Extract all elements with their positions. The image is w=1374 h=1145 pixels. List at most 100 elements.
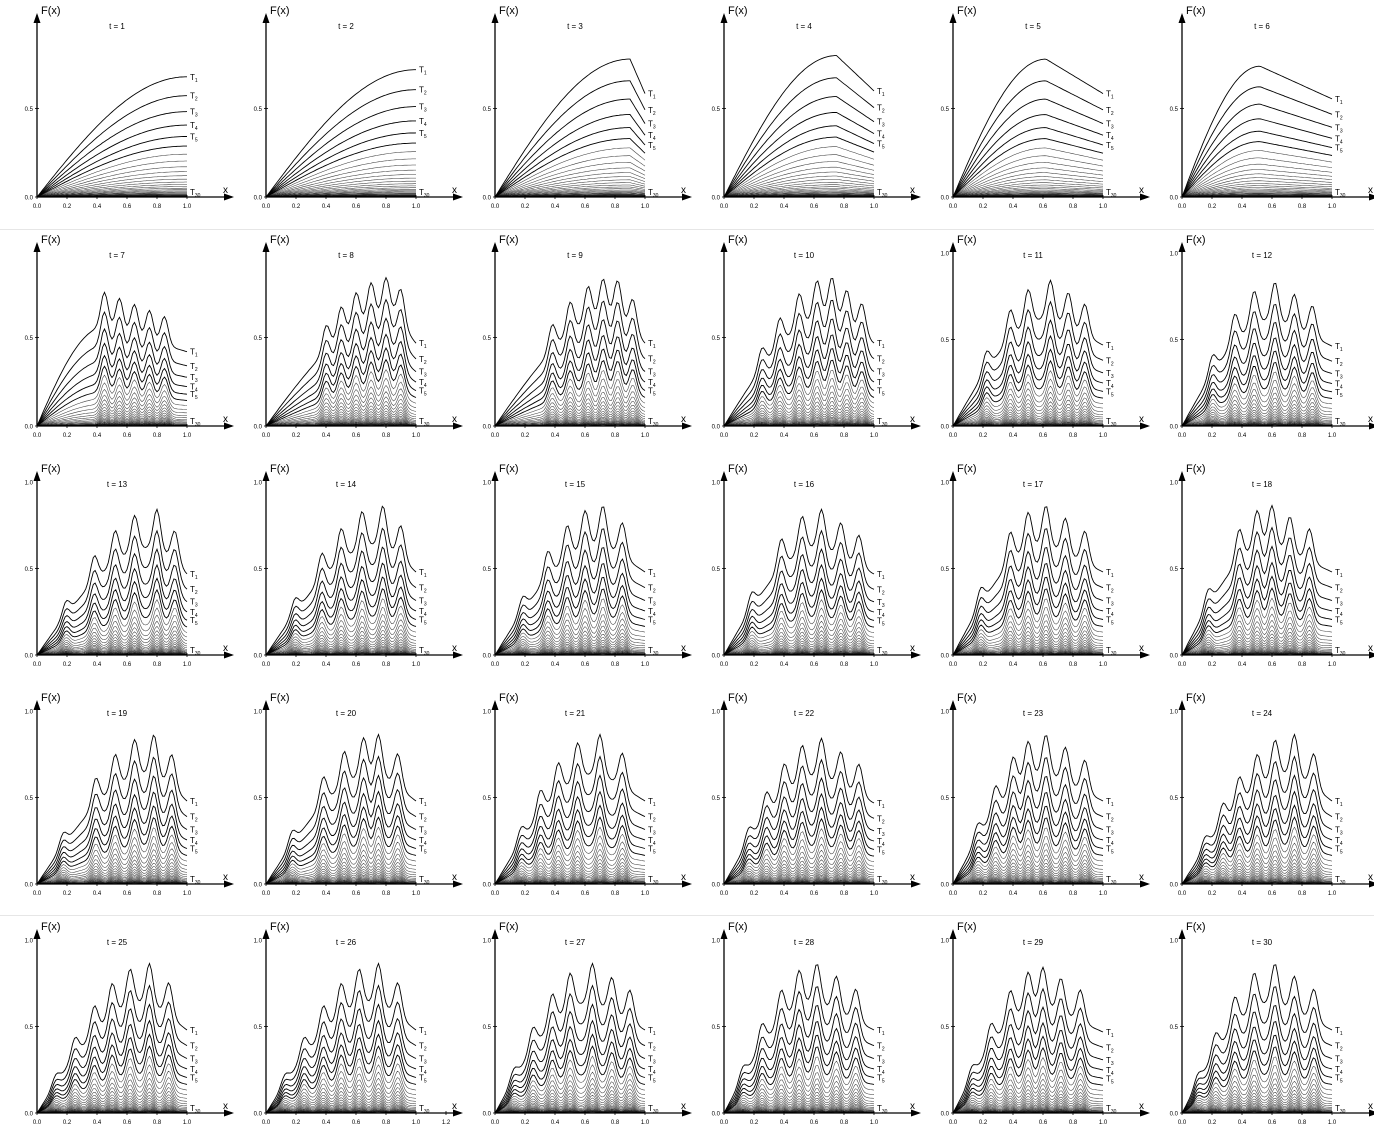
x-tick-label: 0.6 bbox=[123, 891, 132, 897]
curve-T14 bbox=[494, 1094, 646, 1114]
y-tick-label: 0.0 bbox=[254, 1112, 263, 1118]
series-label: T2 bbox=[419, 813, 427, 824]
x-tick-label: 0.8 bbox=[382, 204, 391, 210]
x-tick-label: 0.6 bbox=[581, 433, 590, 439]
curve-T9 bbox=[952, 385, 1104, 427]
curve-T10 bbox=[723, 391, 875, 427]
y-axis-label: F(x) bbox=[728, 234, 748, 246]
series-label: T4 bbox=[648, 378, 656, 389]
y-tick-label: 0.5 bbox=[483, 567, 492, 573]
series-label: T30 bbox=[419, 646, 430, 657]
x-tick-label: 0.8 bbox=[382, 662, 391, 668]
curve-T1 bbox=[265, 505, 417, 656]
curve-T3 bbox=[952, 319, 1104, 427]
series-label: T30 bbox=[877, 646, 888, 657]
curve-T5 bbox=[265, 132, 417, 198]
x-tick-label: 0.0 bbox=[720, 662, 729, 668]
series-label: T1 bbox=[1335, 797, 1343, 808]
y-axis-arrowhead bbox=[949, 471, 957, 481]
curve-T16 bbox=[36, 642, 188, 656]
curve-T6 bbox=[723, 817, 875, 885]
curve-T17 bbox=[36, 416, 187, 427]
curve-T11 bbox=[36, 1083, 188, 1114]
curve-T17 bbox=[952, 1102, 1103, 1114]
series-label: T2 bbox=[648, 813, 656, 824]
series-label: T30 bbox=[1106, 417, 1117, 428]
series-label: T30 bbox=[419, 417, 430, 428]
curve-T4 bbox=[494, 790, 646, 885]
series-label: T4 bbox=[877, 608, 885, 619]
curve-T16 bbox=[723, 413, 875, 427]
y-axis-label: F(x) bbox=[1186, 5, 1206, 17]
curve-T4 bbox=[494, 1019, 646, 1114]
x-tick-label: 0.4 bbox=[1009, 891, 1018, 897]
curve-T1 bbox=[36, 507, 188, 656]
curve-T1 bbox=[1181, 964, 1333, 1114]
x-tick-label: 0.0 bbox=[949, 1120, 958, 1126]
x-tick-label: 0.4 bbox=[780, 433, 789, 439]
curve-T12 bbox=[1181, 858, 1333, 885]
y-tick-label: 1.0 bbox=[941, 481, 950, 487]
curve-T10 bbox=[952, 391, 1104, 427]
curve-T6 bbox=[1181, 587, 1333, 656]
curve-T7 bbox=[1181, 597, 1333, 656]
curve-T3 bbox=[723, 318, 875, 427]
x-tick-label: 0.6 bbox=[1039, 891, 1048, 897]
x-axis-label: x bbox=[1368, 1101, 1373, 1112]
curve-T17 bbox=[494, 188, 646, 198]
curve-T11 bbox=[494, 172, 646, 198]
curve-T7 bbox=[723, 599, 875, 656]
curve-T6 bbox=[952, 817, 1104, 885]
panel-title: t = 10 bbox=[794, 251, 815, 260]
curve-T7 bbox=[952, 370, 1104, 427]
curve-T15 bbox=[1181, 1097, 1333, 1114]
curve-T17 bbox=[1181, 1102, 1332, 1114]
series-label: T bbox=[877, 378, 882, 387]
panel-title: t = 29 bbox=[1023, 938, 1044, 947]
curve-T2 bbox=[723, 986, 875, 1114]
series-label: T3 bbox=[877, 827, 885, 838]
series-label: T1 bbox=[190, 348, 198, 359]
curve-T8 bbox=[36, 1064, 188, 1114]
x-tick-label: 0.4 bbox=[322, 204, 331, 210]
curve-T5 bbox=[494, 1033, 646, 1114]
curve-T2 bbox=[494, 755, 646, 885]
series-label: T4 bbox=[648, 1065, 656, 1076]
y-axis-label: F(x) bbox=[957, 234, 977, 246]
x-tick-label: 0.6 bbox=[1268, 433, 1277, 439]
series-label: T2 bbox=[877, 104, 885, 115]
x-tick-label: 1.0 bbox=[412, 891, 421, 897]
x-tick-label: 1.0 bbox=[641, 204, 650, 210]
x-tick-label: 0.2 bbox=[63, 1120, 72, 1126]
x-tick-label: 0.2 bbox=[1208, 1120, 1217, 1126]
curve-T3 bbox=[36, 547, 188, 656]
curve-T20 bbox=[952, 191, 1103, 198]
x-tick-label: 0.4 bbox=[93, 662, 102, 668]
x-tick-label: 1.0 bbox=[641, 433, 650, 439]
curve-T10 bbox=[723, 166, 875, 198]
curve-T14 bbox=[494, 408, 646, 427]
curve-T7 bbox=[1181, 150, 1333, 198]
y-tick-label: 0.0 bbox=[712, 883, 721, 889]
curve-T13 bbox=[265, 633, 417, 656]
curve-T8 bbox=[723, 836, 875, 885]
x-tick-label: 0.0 bbox=[33, 1120, 42, 1126]
x-tick-label: 0.0 bbox=[1178, 1120, 1187, 1126]
curve-T10 bbox=[1181, 392, 1333, 427]
series-label: T30 bbox=[648, 646, 659, 657]
curve-T18 bbox=[952, 874, 1103, 885]
series-label: T3 bbox=[877, 598, 885, 609]
curve-T17 bbox=[952, 188, 1104, 198]
curve-T2 bbox=[265, 984, 417, 1114]
x-tick-label: 1.0 bbox=[183, 204, 192, 210]
y-tick-label: 0.0 bbox=[483, 196, 492, 202]
x-tick-label: 0.4 bbox=[551, 1120, 560, 1126]
x-axis-label: x bbox=[910, 872, 915, 883]
series-label: T2 bbox=[877, 585, 885, 596]
x-tick-label: 0.0 bbox=[491, 891, 500, 897]
curve-T15 bbox=[494, 639, 646, 656]
x-tick-label: 0.4 bbox=[93, 204, 102, 210]
panel-t-22: F(x) x t = 22 0.0 0.5 1.0 0.0 0.2 0.4 0.6 0.8 1.0 T1… bbox=[712, 692, 921, 897]
curve-T4 bbox=[36, 563, 188, 656]
series-label: T1 bbox=[1335, 342, 1343, 353]
